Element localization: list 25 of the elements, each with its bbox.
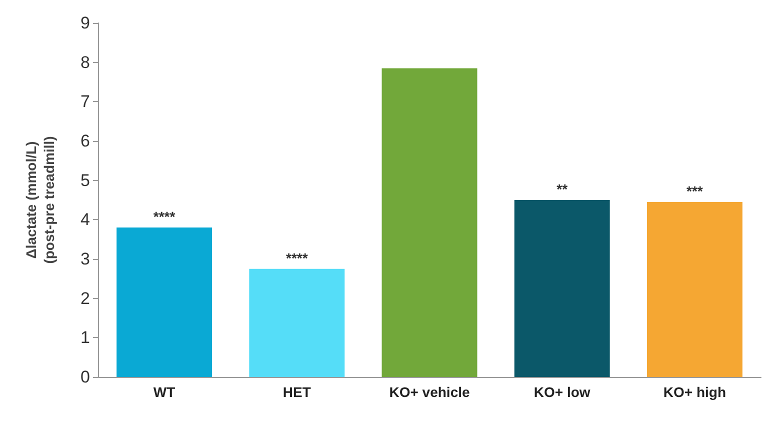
y-tick-label: 5	[80, 170, 90, 190]
annotation: ****	[286, 250, 308, 266]
y-tick-label: 7	[80, 92, 90, 112]
y-tick-label: 2	[80, 288, 90, 308]
bar	[382, 68, 478, 377]
y-tick-label: 9	[80, 14, 90, 32]
y-tick-label: 6	[80, 132, 90, 150]
x-tick-label: KO+ low	[534, 384, 590, 400]
bar	[116, 228, 212, 377]
annotation: **	[556, 181, 568, 197]
y-tick-label: 0	[80, 368, 90, 386]
x-tick-label: KO+ high	[663, 384, 726, 400]
x-tick-label: HET	[282, 384, 312, 400]
annotation: ***	[686, 182, 704, 199]
annotation: ****	[153, 208, 176, 225]
x-tick-label: KO+ vehicle	[389, 384, 470, 400]
bar	[514, 200, 610, 377]
bar	[249, 268, 345, 377]
bar	[646, 202, 742, 377]
y-tick-label: 1	[80, 328, 90, 348]
x-tick-label: WT	[153, 384, 176, 400]
y-axis-title: Δlactate (mmol/L) (post-pre treadmill)	[23, 136, 57, 264]
y-tick-label: 3	[80, 250, 90, 268]
y-tick-label: 8	[80, 52, 90, 72]
y-tick-label: 4	[80, 210, 90, 230]
